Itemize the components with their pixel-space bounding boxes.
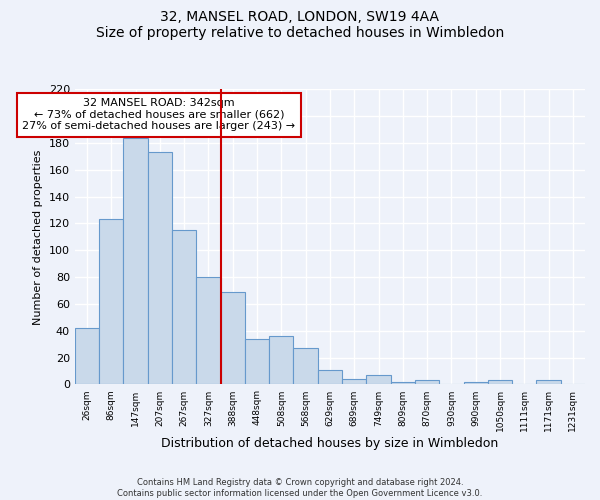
Bar xyxy=(245,339,269,384)
Text: 32 MANSEL ROAD: 342sqm
← 73% of detached houses are smaller (662)
27% of semi-de: 32 MANSEL ROAD: 342sqm ← 73% of detached… xyxy=(22,98,296,132)
Text: 32, MANSEL ROAD, LONDON, SW19 4AA
Size of property relative to detached houses i: 32, MANSEL ROAD, LONDON, SW19 4AA Size o… xyxy=(96,10,504,40)
Bar xyxy=(293,348,318,385)
Bar xyxy=(124,138,148,384)
Bar xyxy=(172,230,196,384)
Bar xyxy=(75,328,99,384)
Bar xyxy=(342,379,367,384)
Bar xyxy=(196,277,221,384)
Bar xyxy=(148,152,172,384)
Bar xyxy=(415,380,439,384)
Bar xyxy=(536,380,561,384)
Y-axis label: Number of detached properties: Number of detached properties xyxy=(33,149,43,324)
Bar xyxy=(318,370,342,384)
Bar xyxy=(391,382,415,384)
Text: Contains HM Land Registry data © Crown copyright and database right 2024.
Contai: Contains HM Land Registry data © Crown c… xyxy=(118,478,482,498)
Bar xyxy=(488,380,512,384)
Bar xyxy=(464,382,488,384)
Bar xyxy=(269,336,293,384)
Bar xyxy=(99,220,124,384)
X-axis label: Distribution of detached houses by size in Wimbledon: Distribution of detached houses by size … xyxy=(161,437,499,450)
Bar xyxy=(367,375,391,384)
Bar xyxy=(221,292,245,384)
